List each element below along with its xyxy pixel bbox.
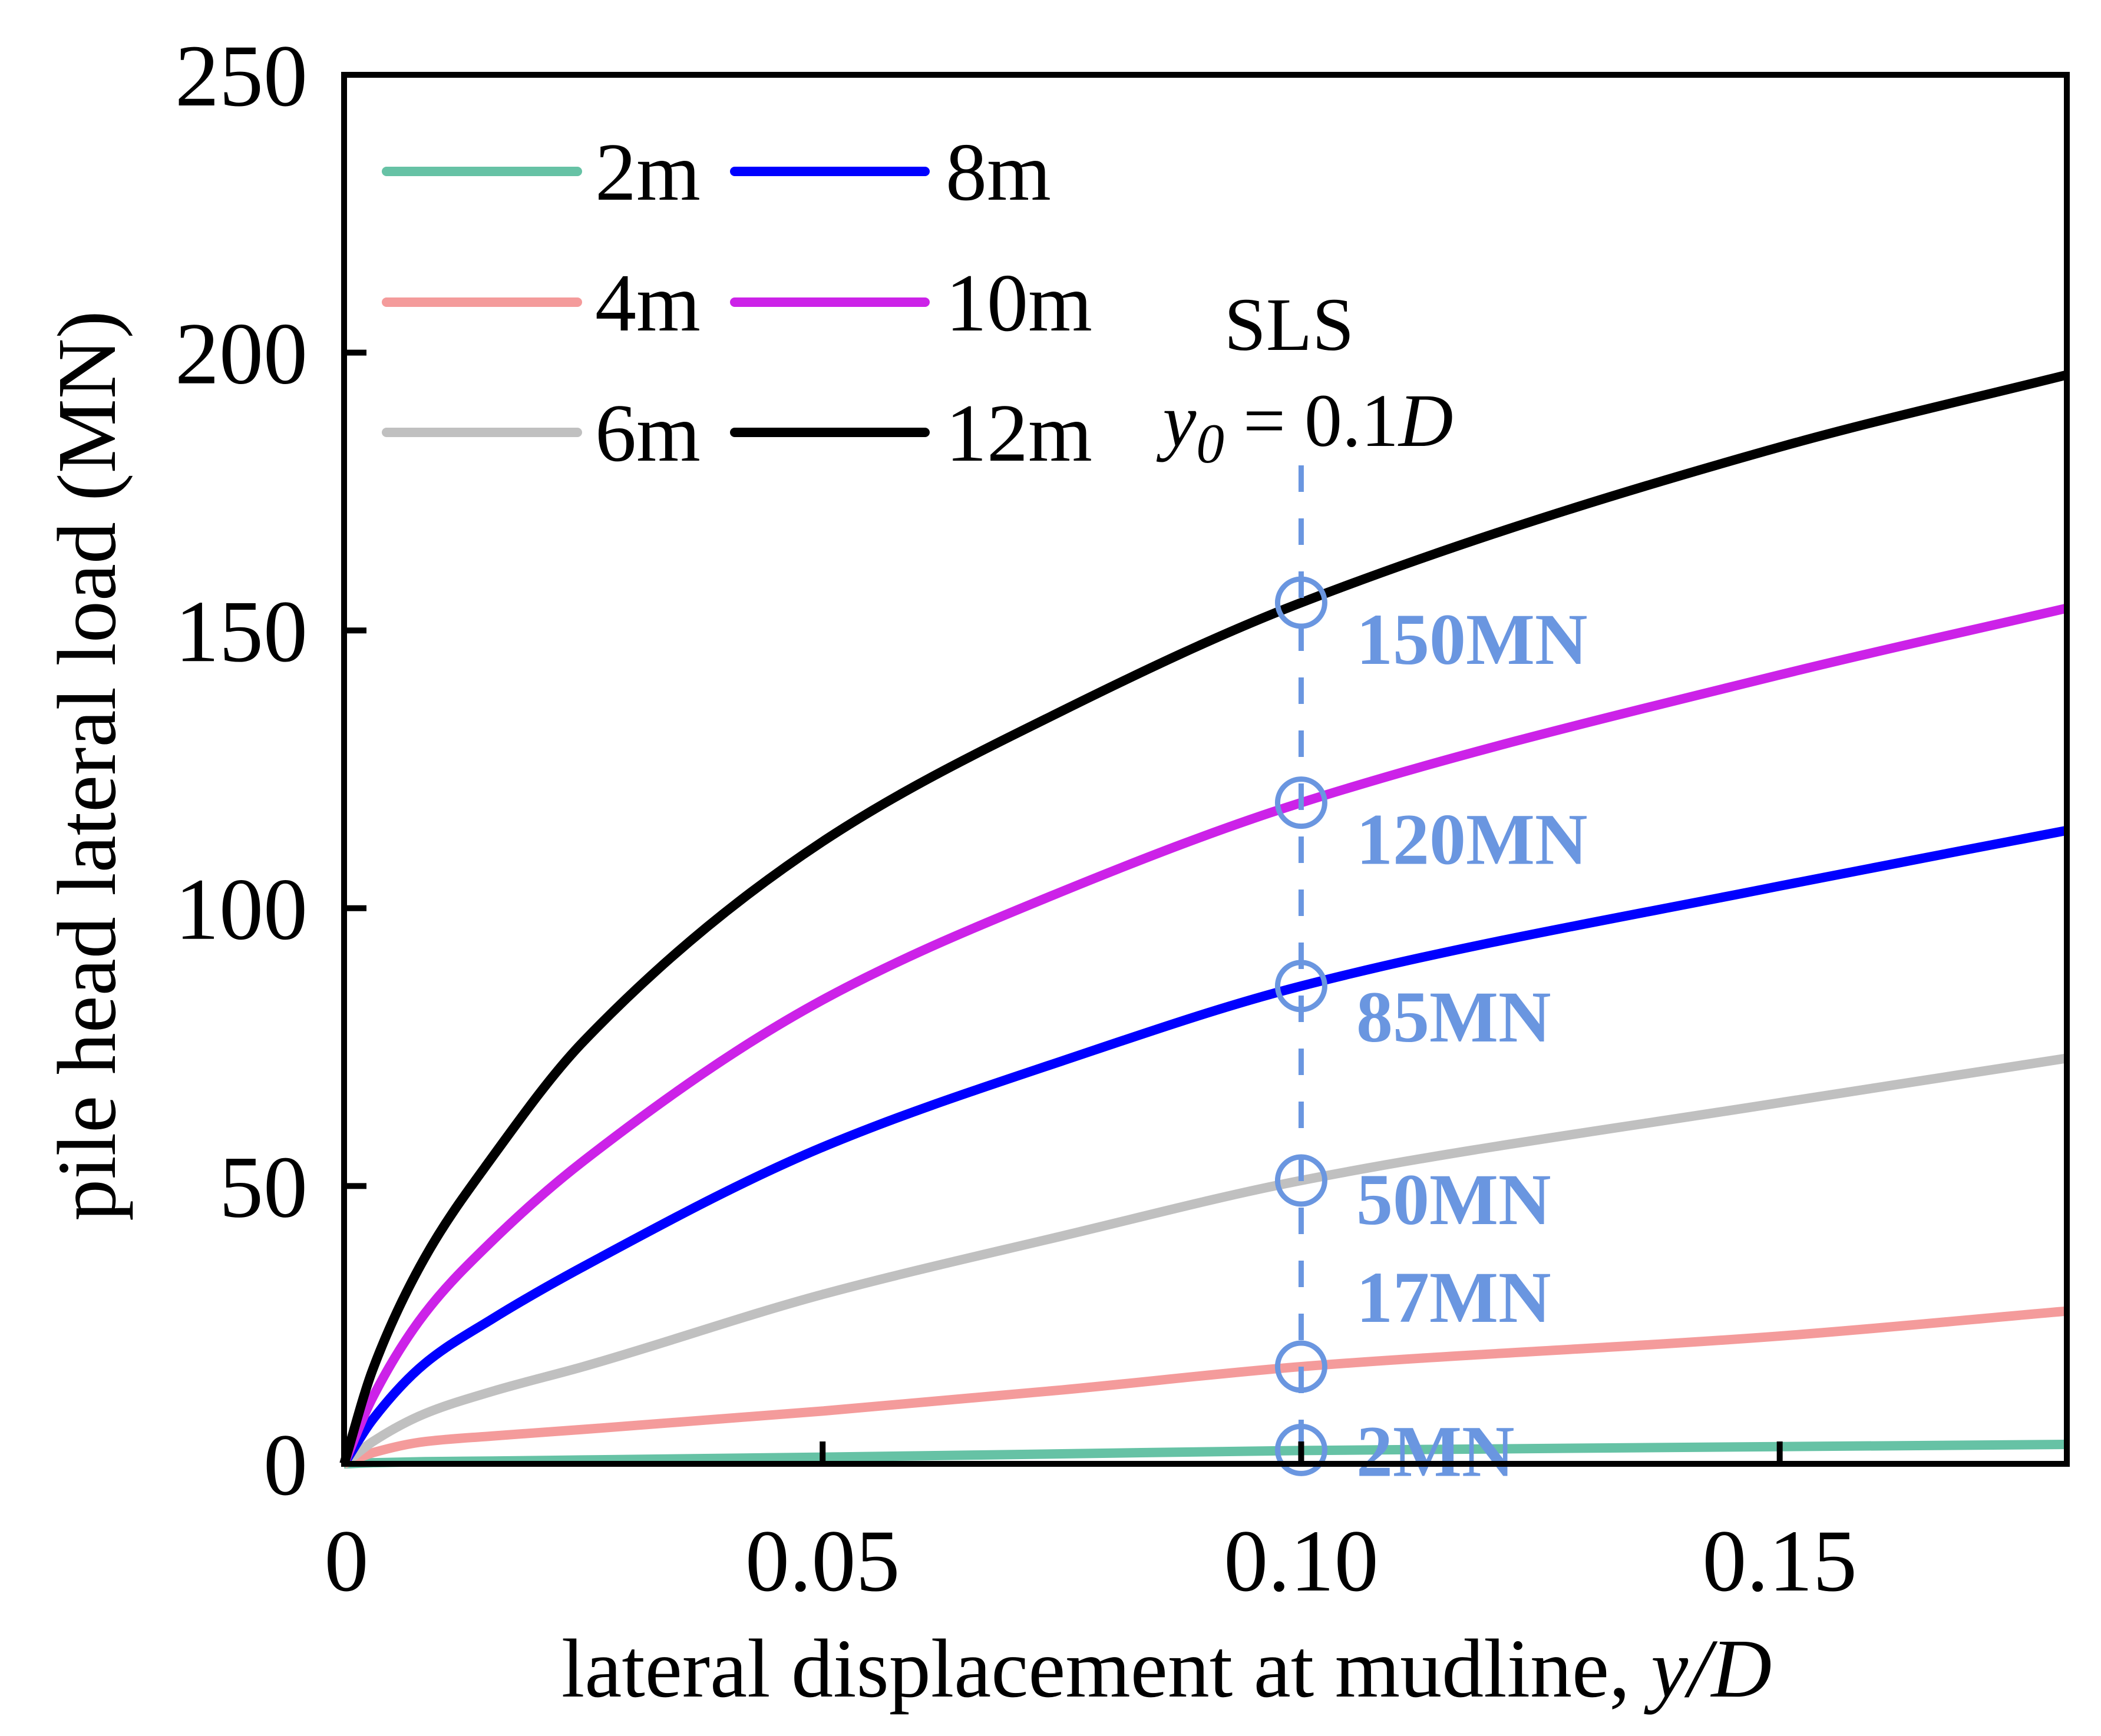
series-line-4m [342, 1306, 2067, 1469]
legend: 2m 4m 6m 8m 10m 12m [382, 127, 1092, 479]
sls-value-label: 17MN [1356, 1257, 1551, 1338]
x-tick-labels: 0 0.05 0.10 0.15 [325, 1512, 1857, 1610]
legend-item-12m: 12m [730, 388, 1092, 479]
sls-marker-6m [1274, 1154, 1327, 1207]
y-tick-label: 150 [175, 583, 308, 680]
x-tick-label: 0.10 [1224, 1512, 1379, 1610]
series-line-10m [339, 603, 2068, 1466]
legend-label: 4m [595, 257, 701, 349]
x-axis-title-main: lateral displacement at mudline, [561, 1622, 1651, 1715]
series-line-8m [340, 825, 2068, 1467]
x-tick-label: 0.05 [745, 1512, 900, 1610]
legend-item-6m: 6m [382, 388, 701, 479]
legend-item-10m: 10m [730, 257, 1092, 349]
y-tick-labels: 0 50 100 150 200 250 [175, 27, 308, 1514]
sls-marker-12m [1274, 576, 1327, 629]
legend-item-2m: 2m [382, 127, 701, 218]
sls-value-label: 150MN [1356, 599, 1588, 680]
sls-value-label: 85MN [1356, 977, 1551, 1057]
legend-label: 10m [946, 257, 1092, 349]
legend-item-8m: 8m [730, 127, 1051, 218]
marker-layer: 150MN 120MN 85MN 50MN 17MN 2MN [1274, 576, 1588, 1492]
plot-frame [341, 72, 2070, 1467]
y-tick-label: 200 [175, 305, 308, 403]
tick-layer [344, 349, 1783, 1464]
legend-label: 2m [595, 127, 701, 218]
legend-label: 8m [946, 127, 1051, 218]
sls-marker-4m [1274, 1340, 1327, 1393]
sls-marker-10m [1274, 776, 1327, 829]
legend-label: 6m [595, 388, 701, 479]
sls-eq-sub: 0 [1196, 412, 1224, 475]
y-tick-label: 0 [263, 1416, 308, 1514]
x-axis-title-italic: y/D [1644, 1622, 1772, 1715]
y-tick-label: 250 [175, 27, 308, 125]
sls-value-label: 2MN [1356, 1411, 1515, 1492]
x-tick-label: 0.15 [1702, 1512, 1857, 1610]
y-tick-label: 100 [175, 861, 308, 958]
series-line-6m [341, 1053, 2068, 1468]
x-tick-label: 0 [325, 1512, 369, 1610]
y-tick-label: 50 [219, 1138, 308, 1236]
sls-equation: y0 = 0.1D [1157, 379, 1453, 475]
sls-value-label: 120MN [1356, 799, 1588, 880]
sls-marker-8m [1274, 960, 1327, 1013]
series-line-12m [339, 370, 2068, 1466]
y-axis-title: pile head lateral load (MN) [40, 310, 133, 1221]
sls-title: SLS [1224, 283, 1355, 366]
sls-marker-2m [1274, 1423, 1327, 1476]
sls-eq-D: D [1398, 379, 1453, 462]
sls-value-label: 50MN [1356, 1159, 1551, 1240]
x-axis-title: lateral displacement at mudline, y/D [561, 1622, 1772, 1715]
sls-eq-rest: = 0.1 [1224, 379, 1399, 462]
legend-label: 12m [946, 388, 1092, 479]
legend-item-4m: 4m [382, 257, 701, 349]
sls-eq-var: y [1157, 379, 1197, 462]
